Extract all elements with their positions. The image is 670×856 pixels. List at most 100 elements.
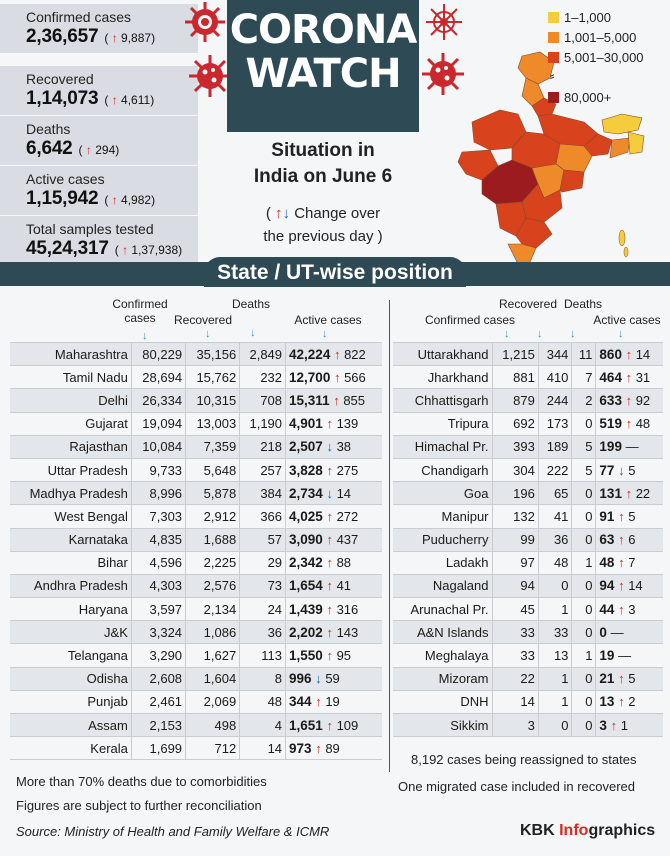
legend-swatch [548,92,559,103]
state-name: Delhi [10,388,132,413]
recovered-value: 2,069 [185,689,241,715]
situation-text: Situation in India on June 6 [227,138,419,190]
deaths-value: 24 [239,597,287,622]
deaths-value: 0 [571,411,597,436]
state-table-left: Maharashtra 80,229 35,156 2,849 42,224 ↑… [10,341,382,761]
recovered-value: 344 [537,341,573,367]
state-name: Andhra Pradesh [10,573,132,599]
stat-box: Deaths 6,642 ( ↑ 294) [0,116,198,165]
active-value: 2,342 ↑ 88 [285,550,382,575]
table-row: Kerala 1,699 712 14 973 ↑ 89 [10,736,382,761]
state-name: Manipur [393,504,493,529]
deaths-value: 0 [571,527,597,552]
confirmed-value: 1,699 [130,736,187,761]
confirmed-value: 3 [491,712,539,738]
state-name: Mizoram [393,666,493,691]
stat-change: ( ↑ 4,982) [104,193,156,207]
stat-change: ( ↑ 4,611) [104,93,155,107]
state-name: Uttar Pradesh [10,457,132,483]
up-arrow-icon: ↑ [625,392,633,408]
up-arrow-icon: ↑ [326,416,333,432]
state-name: Chandigarh [393,457,493,483]
confirmed-value: 196 [491,481,539,506]
table-row: Rajasthan 10,084 7,359 218 2,507 ↓ 38 [10,434,382,459]
table-row: Himachal Pr. 393 189 5 199 — [393,434,663,459]
state-name: Maharashtra [10,341,132,367]
up-arrow-icon: ↑ [275,205,283,222]
active-value: 344 ↑ 19 [285,689,382,715]
active-value: 3,828 ↑ 275 [285,457,382,483]
confirmed-value: 304 [491,457,539,483]
recovered-value: 1 [537,666,573,691]
active-value: 3 ↑ 1 [595,712,663,738]
down-arrow-icon: ↓ [618,328,624,340]
brand-logo: KBK Infographics [520,822,656,839]
state-name: Kerala [10,736,132,761]
recovered-value: 36 [537,527,573,552]
confirmed-value: 14 [491,689,539,715]
active-value: 91 ↑ 5 [595,504,663,529]
table-row: Maharashtra 80,229 35,156 2,849 42,224 ↑… [10,341,382,367]
stat-label: Recovered [26,71,94,87]
active-value: 860 ↑ 14 [595,341,663,367]
deaths-value: 2,849 [239,341,287,367]
active-value: 63 ↑ 6 [595,527,663,552]
deaths-value: 366 [239,504,287,529]
recovered-value: 498 [185,712,241,738]
state-name: Ladakh [393,550,493,575]
table-row: Sikkim 3 0 0 3 ↑ 1 [393,712,663,738]
down-arrow-icon: ↓ [326,485,333,501]
deaths-value: 0 [571,620,597,645]
up-arrow-icon: ↑ [326,462,333,478]
stat-value: 1,15,942 [26,188,99,209]
active-value: 19 — [595,643,663,668]
deaths-value: 0 [571,666,597,691]
note-reconciliation: Figures are subject to further reconcili… [16,798,262,813]
stat-label: Total samples tested [26,221,154,237]
table-row: Gujarat 19,094 13,003 1,190 4,901 ↑ 139 [10,411,382,436]
header-active-left: Active cases [294,313,362,327]
deaths-value: 8 [239,666,287,691]
active-value: 94 ↑ 14 [595,573,663,599]
title-line-2: WATCH [245,51,401,97]
change-note: ( ↑↓ Change over the previous day ) [227,202,419,248]
state-name: Telangana [10,643,132,668]
confirmed-value: 94 [491,573,539,599]
state-name: A&N Islands [393,620,493,645]
table-row: Haryana 3,597 2,134 24 1,439 ↑ 316 [10,597,382,622]
deaths-value: 0 [571,504,597,529]
situation-line-1: Situation in [271,140,375,161]
down-arrow-icon: ↓ [250,327,256,339]
note-migrated: One migrated case included in recovered [398,779,636,794]
recovered-value: 1,688 [185,527,241,552]
deaths-value: 5 [571,457,597,483]
recovered-value: 33 [537,620,573,645]
deaths-value: 0 [571,689,597,715]
stat-change: ( ↑ 294) [78,143,120,157]
recovered-value: 13,003 [185,411,241,436]
virus-icon [426,4,462,40]
active-value: 131 ↑ 22 [595,481,663,506]
header-deaths-left: Deaths [231,297,271,311]
active-value: 4,025 ↑ 272 [285,504,382,529]
confirmed-value: 2,153 [130,712,187,738]
confirmed-value: 80,229 [130,341,187,367]
deaths-value: 36 [239,620,287,645]
state-name: Goa [393,481,493,506]
deaths-value: 0 [571,712,597,738]
active-value: 4,901 ↑ 139 [285,411,382,436]
table-row: Uttar Pradesh 9,733 5,648 257 3,828 ↑ 27… [10,457,382,483]
stat-box: Confirmed cases 2,36,657 ( ↑ 9,887) [0,4,198,53]
recovered-value: 1,627 [185,643,241,668]
state-name: Himachal Pr. [393,434,493,459]
stat-label: Active cases [26,171,105,187]
legend-entry: 5,001–30,000 [548,50,644,65]
active-value: 973 ↑ 89 [285,736,382,761]
table-row: Madhya Pradesh 8,996 5,878 384 2,734 ↓ 1… [10,481,382,506]
up-arrow-icon: ↑ [326,578,333,594]
deaths-value: 0 [571,597,597,622]
confirmed-value: 45 [491,597,539,622]
up-arrow-icon: ↑ [618,508,625,524]
virus-icon [422,53,464,95]
